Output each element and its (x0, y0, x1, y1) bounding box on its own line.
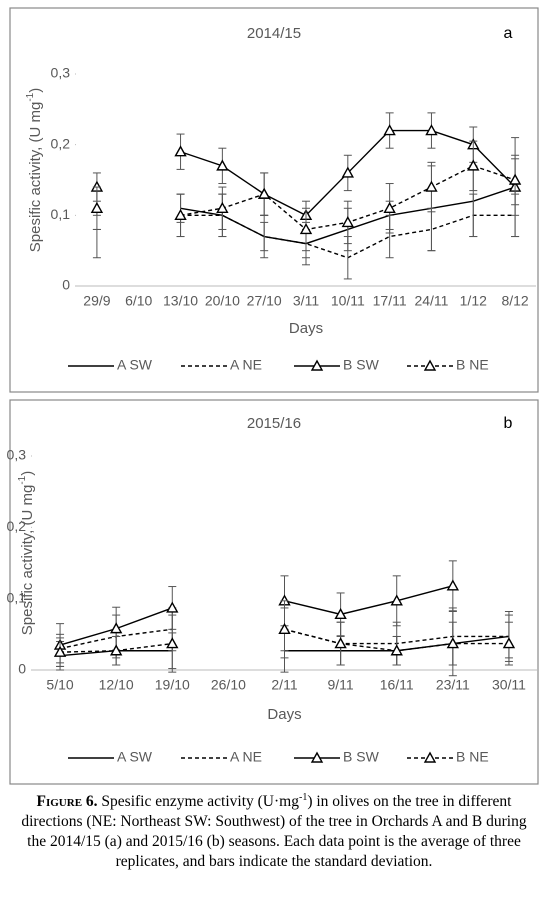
y-tick-label: 0 (62, 277, 70, 293)
y-label-end: ) (27, 88, 44, 93)
chart-title: 2015/16 (247, 415, 301, 432)
caption: Figure 6. Spesific enzyme activity (U·mg… (10, 788, 538, 872)
panel-letter: b (504, 415, 513, 432)
error-bar (92, 228, 101, 259)
x-tick-label: 19/10 (155, 677, 190, 693)
marker (299, 223, 313, 235)
marker (383, 201, 396, 213)
legend-marker (423, 359, 437, 371)
panel-border (9, 7, 539, 393)
marker (53, 645, 67, 657)
x-tick-label: 12/10 (99, 677, 134, 693)
y-label-text: Spesific activity, (U mg (19, 485, 36, 636)
legend-label: B NE (456, 357, 489, 373)
x-tick-label: 23/11 (436, 677, 470, 693)
y-label-sup: -1 (25, 92, 36, 101)
x-tick-label: 30/11 (492, 677, 526, 693)
x-tick-label: 26/10 (211, 677, 246, 693)
marker (334, 637, 347, 649)
y-tick-label: 0,3 (51, 65, 71, 81)
legend-marker (310, 751, 324, 763)
marker (216, 201, 229, 213)
x-tick-label: 20/10 (205, 293, 240, 309)
marker (383, 124, 396, 136)
x-tick-label: 29/9 (83, 293, 110, 309)
legend-label: A SW (117, 749, 153, 765)
marker (467, 159, 480, 171)
marker (446, 579, 460, 591)
x-tick-label: 27/10 (247, 293, 282, 309)
chart-title: 2014/15 (247, 25, 301, 42)
x-axis-label: Days (267, 706, 301, 723)
legend-label: A SW (117, 357, 153, 373)
x-tick-label: 24/11 (414, 293, 448, 309)
error-bar (469, 193, 478, 238)
marker (166, 637, 179, 649)
caption-text: Spesific enzyme activity (U·mg (97, 793, 299, 811)
figure: 2014/15 a 0 0,1 0,2 0,3 Spesific activity, (U … (7, 7, 539, 785)
legend-marker (423, 751, 437, 763)
error-bar (260, 221, 269, 252)
caption-rest: ) in olives on the tree in different dir… (21, 793, 527, 871)
y-tick-label: 0,2 (7, 518, 27, 534)
y-axis-label: Spesific activity, (U mg-1) (17, 471, 36, 636)
marker (90, 201, 104, 213)
x-tick-label: 3/11 (293, 293, 319, 309)
legend-label: A NE (230, 749, 262, 765)
x-tick-label: 9/11 (328, 677, 354, 693)
y-label-sup: -1 (17, 475, 28, 484)
x-tick-label: 2/11 (271, 677, 297, 693)
x-tick-label: 5/10 (46, 677, 73, 693)
x-tick-label: 6/10 (125, 293, 152, 309)
legend-label: B SW (343, 357, 380, 373)
panel-letter: a (504, 25, 513, 42)
x-tick-label: 8/12 (501, 293, 528, 309)
marker (446, 637, 460, 649)
y-axis-label: Spesific activity, (U mg-1) (25, 88, 44, 253)
x-tick-label: 13/10 (163, 293, 198, 309)
x-tick-label: 10/11 (331, 293, 365, 309)
marker (109, 622, 123, 634)
marker (502, 637, 516, 649)
x-tick-label: 1/12 (460, 293, 487, 309)
marker (390, 594, 403, 606)
panel-border (9, 399, 539, 785)
marker (278, 622, 291, 635)
marker (341, 166, 355, 178)
marker (257, 187, 271, 199)
legend-label: B SW (343, 749, 380, 765)
legend-label: B NE (456, 749, 489, 765)
marker (109, 644, 123, 656)
marker (174, 145, 187, 157)
marker (166, 601, 179, 613)
y-tick-label: 0,3 (7, 447, 27, 463)
y-tick-label: 0,1 (51, 206, 71, 222)
y-label-text: Spesific activity, (U mg (27, 102, 44, 253)
marker (390, 644, 403, 656)
x-tick-label: 17/11 (373, 293, 407, 309)
y-tick-label: 0,2 (51, 135, 71, 151)
marker (508, 173, 522, 185)
y-tick-label: 0 (18, 661, 26, 677)
legend-marker (310, 359, 324, 371)
x-axis-label: Days (289, 320, 323, 337)
marker (216, 159, 229, 171)
legend-label: A NE (230, 357, 262, 373)
marker (425, 124, 438, 136)
caption-label: Figure 6. (36, 793, 98, 811)
caption-sup: -1 (298, 792, 308, 803)
marker (334, 607, 347, 620)
marker (341, 215, 355, 228)
x-tick-label: 16/11 (380, 677, 414, 693)
y-tick-label: 0,1 (7, 589, 27, 605)
y-label-end: ) (19, 471, 36, 476)
marker (425, 180, 438, 192)
marker (174, 208, 187, 221)
